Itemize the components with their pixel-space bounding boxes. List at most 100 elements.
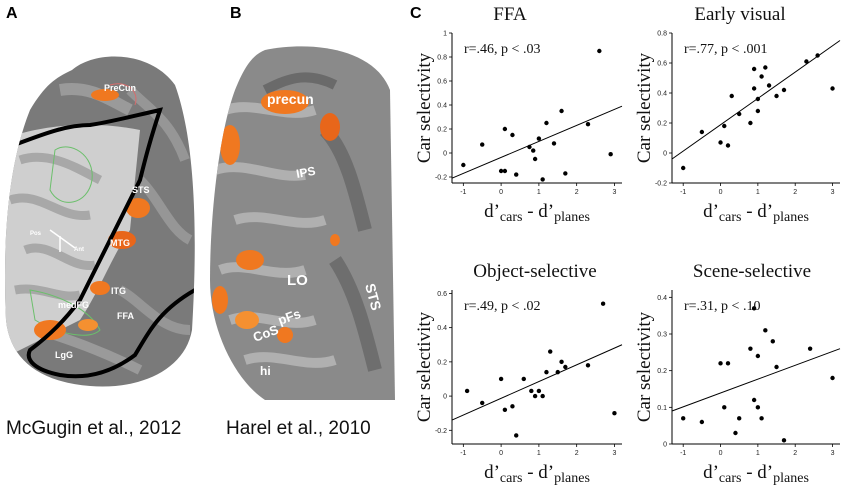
data-point [807,346,813,351]
y-tick-label: 0.2 [437,359,447,366]
scatter-plot-3: Object-selective -1 0 1 2 3 -0.2 0 0.2 0.4 0.6 Car … [414,261,623,486]
x-axis-label: d’cars - d’planes [484,201,590,225]
data-point [722,405,727,410]
y-axis-label: Car selectivity [414,52,435,163]
y-axis-label: Car selectivity [634,52,655,163]
data-point [748,346,753,351]
data-point [815,53,820,58]
label-precun-a: PreCun [104,83,136,93]
data-point [514,433,519,438]
data-point [830,86,835,91]
label-pfs-b: pFs [276,306,303,328]
data-point [729,93,734,99]
plot-title: Early visual [694,4,785,25]
y-tick-label: 0.6 [657,61,667,68]
data-point [559,108,564,114]
y-tick-label: 0 [663,151,667,158]
data-point [544,369,549,375]
data-point [699,419,705,425]
regression-line [671,348,841,412]
label-hi-b: hi [260,364,271,378]
data-point [681,416,686,421]
y-tick-label: 0.3 [657,332,667,339]
x-axis-label: d’cars - d’planes [703,201,809,225]
correlation-annotation: r=.49, p < .02 [464,299,540,314]
data-point [766,83,772,88]
x-tick-label: 3 [831,189,835,196]
data-point [751,86,757,91]
x-tick-label: 2 [575,189,579,196]
data-point [725,361,731,366]
panel-c-scatter-plots: FFA -1 0 1 2 3 -0.2 0 0.2 0.4 0.6 0.8 1 Car selectivi… [414,4,841,486]
data-point [532,393,538,399]
data-point [536,136,542,141]
y-tick-label: 0.4 [437,325,447,332]
x-tick-label: 2 [575,450,579,457]
x-tick-label: 0 [499,450,503,457]
data-point [480,142,485,147]
correlation-annotation: r=.46, p < .03 [464,42,540,57]
data-point [498,168,504,174]
y-tick-label: -0.2 [435,175,447,182]
data-point [755,96,761,102]
data-point [681,165,686,171]
data-point [718,140,723,145]
data-point [725,143,731,148]
y-axis-label: Car selectivity [634,311,655,422]
data-point [612,411,617,416]
x-tick-label: 1 [537,450,541,457]
y-tick-label: -0.2 [435,428,447,435]
data-point [755,353,761,359]
data-point [532,156,538,162]
y-tick-label: 0.8 [657,31,667,38]
data-point [597,48,602,54]
data-point [536,388,542,394]
y-tick-label: 0.8 [437,55,447,62]
correlation-annotation: r=.77, p < .001 [684,42,767,57]
y-tick-label: 0.4 [657,295,667,302]
data-point [521,376,526,382]
data-point [544,120,549,126]
x-tick-label: 3 [831,450,835,457]
x-tick-label: -1 [460,189,466,196]
label-mtg-a: MTG [110,238,130,248]
label-medfg-a: medFG [58,300,89,310]
scatter-plot-1: FFA -1 0 1 2 3 -0.2 0 0.2 0.4 0.6 0.8 1 Car selectivi… [414,4,623,225]
data-point [600,301,606,306]
data-point [751,66,757,72]
data-point [763,65,768,70]
data-point [804,59,809,64]
data-point [770,339,775,344]
label-precun-b: precun [267,91,314,107]
regression-line [451,105,623,179]
plot-title: Object-selective [473,261,596,282]
data-point [748,120,753,126]
correlation-annotation: r=.31, p < .10 [684,299,760,314]
data-point [529,388,534,394]
panel-a-letter: A [6,5,18,22]
data-point [755,108,761,114]
panel-b-brain-map: precun IPS LO STS pFs CoS hi [210,46,395,400]
data-point [751,306,757,311]
data-point [737,111,742,117]
data-point [498,376,504,382]
plot-title: FFA [493,4,527,25]
data-point [502,126,508,132]
data-point [781,87,787,93]
data-point [480,400,485,406]
x-tick-label: 1 [537,189,541,196]
x-tick-label: 2 [793,450,797,457]
data-point [774,364,779,370]
data-point [548,349,553,354]
label-lo-b: LO [287,272,308,289]
data-point [722,123,727,129]
panel-a-brain-map: PreCun STS MTG ITG FFA medFG LgG Pos Ant [5,56,195,387]
data-point [781,438,787,443]
data-point [502,168,508,174]
data-point [551,141,557,146]
x-tick-label: 3 [612,450,616,457]
data-point [510,132,515,138]
data-point [531,148,536,153]
data-point [502,407,508,412]
y-tick-label: -0.2 [655,181,667,188]
